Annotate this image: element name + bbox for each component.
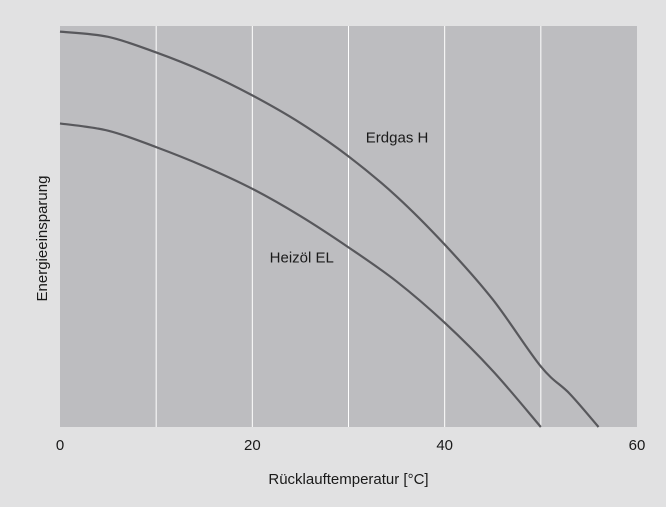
series-label-1: Erdgas H bbox=[366, 129, 429, 146]
y-axis-label: Energieeinsparung bbox=[34, 176, 51, 302]
x-tick-label: 60 bbox=[629, 437, 646, 454]
series-line-2 bbox=[59, 122, 542, 428]
x-tick-label: 20 bbox=[244, 437, 261, 454]
series-line-1 bbox=[59, 30, 600, 428]
series-label-2: Heizöl EL bbox=[270, 250, 334, 267]
x-tick-label: 0 bbox=[56, 437, 64, 454]
grid-lines bbox=[155, 26, 542, 427]
series-group: Erdgas H Heizöl EL bbox=[59, 30, 600, 428]
x-tick-labels: 0 20 40 60 bbox=[56, 437, 646, 454]
x-axis-label: Rücklauftemperatur [°C] bbox=[268, 471, 428, 488]
x-tick-label: 40 bbox=[436, 437, 453, 454]
